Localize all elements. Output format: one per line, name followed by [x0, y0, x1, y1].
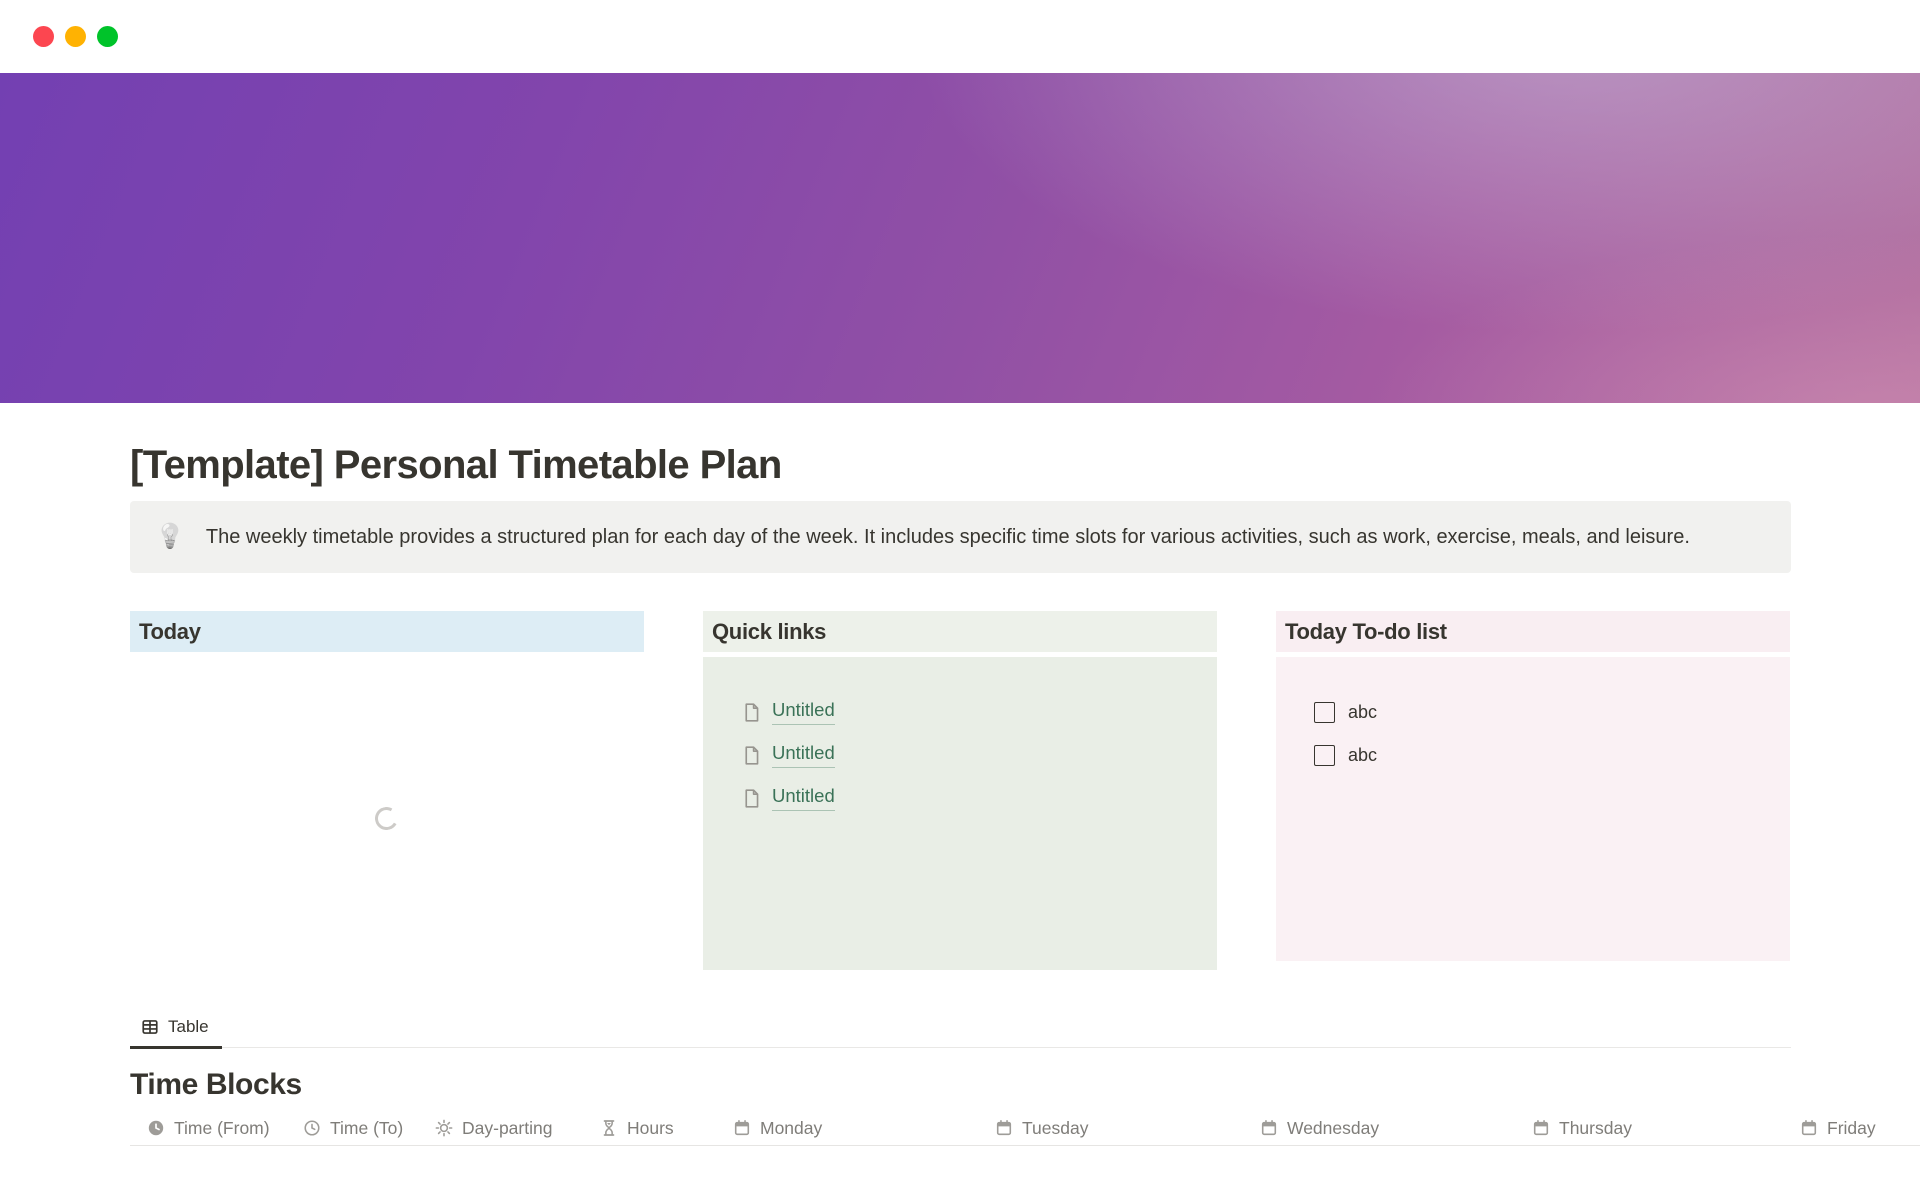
tab-table-label: Table: [168, 1017, 209, 1036]
column-header-thursday[interactable]: Thursday: [1532, 1118, 1800, 1139]
column-header-hours[interactable]: Hours: [600, 1118, 733, 1139]
todo-label[interactable]: abc: [1348, 701, 1378, 722]
today-header[interactable]: Today: [130, 611, 644, 652]
quick-link-label[interactable]: Untitled: [772, 699, 835, 725]
column-header-label: Thursday: [1559, 1117, 1632, 1138]
table-header-row: Time (From) Time (To) Day-parting Hours: [130, 1111, 1920, 1145]
quick-links-header[interactable]: Quick links: [703, 611, 1217, 652]
column-header-time-to[interactable]: Time (To): [303, 1118, 435, 1139]
quick-link-label[interactable]: Untitled: [772, 785, 835, 811]
todo-header[interactable]: Today To-do list: [1276, 611, 1790, 652]
column-header-day-parting[interactable]: Day-parting: [435, 1118, 600, 1139]
clock-filled-icon: [148, 1120, 164, 1136]
column-header-label: Wednesday: [1287, 1117, 1380, 1138]
callout: 💡 The weekly timetable provides a struct…: [130, 501, 1791, 573]
column-header-time-from[interactable]: Time (From): [147, 1118, 303, 1139]
column-header-label: Time (From): [174, 1117, 270, 1138]
todo-checkbox[interactable]: [1314, 744, 1335, 766]
column-header-label: Day-parting: [462, 1117, 553, 1138]
zoom-button[interactable]: [97, 26, 118, 47]
today-body: [130, 657, 644, 970]
column-header-label: Friday: [1827, 1117, 1876, 1138]
page-cover: [0, 73, 1920, 403]
tab-table[interactable]: Table: [130, 1017, 222, 1049]
quick-link-item[interactable]: Untitled: [741, 699, 1197, 725]
quick-link-item[interactable]: Untitled: [741, 742, 1197, 768]
column-header-label: Tuesday: [1022, 1117, 1089, 1138]
column-header-label: Hours: [627, 1117, 674, 1138]
column-header-tuesday[interactable]: Tuesday: [995, 1118, 1260, 1139]
calendar-icon: [1533, 1120, 1549, 1136]
quick-link-label[interactable]: Untitled: [772, 742, 835, 768]
minimize-button[interactable]: [65, 26, 86, 47]
close-button[interactable]: [33, 26, 54, 47]
sun-icon: [435, 1119, 453, 1137]
hourglass-icon: [603, 1120, 615, 1136]
calendar-icon: [996, 1120, 1012, 1136]
database-title[interactable]: Time Blocks: [130, 1068, 302, 1101]
todo-item: abc: [1314, 699, 1770, 725]
column-header-label: Monday: [760, 1117, 823, 1138]
lightbulb-icon: 💡: [155, 523, 185, 550]
quick-link-item[interactable]: Untitled: [741, 785, 1197, 811]
quick-links-body: Untitled Untitled Untitled: [703, 657, 1217, 970]
today-column: Today: [130, 611, 644, 970]
page-icon: [745, 745, 759, 765]
calendar-icon: [1801, 1120, 1817, 1136]
view-tabbar: Table: [130, 1017, 1791, 1049]
column-header-wednesday[interactable]: Wednesday: [1260, 1118, 1532, 1139]
todo-column: Today To-do list abc abc: [1276, 611, 1790, 970]
calendar-icon: [734, 1120, 750, 1136]
table-icon: [142, 1020, 158, 1034]
todo-label[interactable]: abc: [1348, 744, 1378, 765]
callout-text[interactable]: The weekly timetable provides a structur…: [205, 525, 1690, 548]
loading-spinner: [372, 804, 401, 833]
todo-body: abc abc: [1276, 657, 1790, 961]
page-title[interactable]: [Template] Personal Timetable Plan: [130, 443, 782, 487]
page-icon: [745, 702, 759, 722]
quick-links-column: Quick links Untitled Untitled: [703, 611, 1217, 970]
calendar-icon: [1261, 1120, 1277, 1136]
todo-checkbox[interactable]: [1314, 701, 1335, 723]
column-header-friday[interactable]: Friday: [1800, 1118, 1920, 1139]
columns-section: Today Quick links Untitled: [130, 611, 1791, 970]
table-header-divider: [130, 1145, 1920, 1146]
column-header-monday[interactable]: Monday: [733, 1118, 995, 1139]
clock-icon: [304, 1120, 320, 1136]
todo-item: abc: [1314, 742, 1770, 768]
window-titlebar: [0, 0, 1920, 73]
page-icon: [745, 788, 759, 808]
column-header-label: Time (To): [330, 1117, 404, 1138]
